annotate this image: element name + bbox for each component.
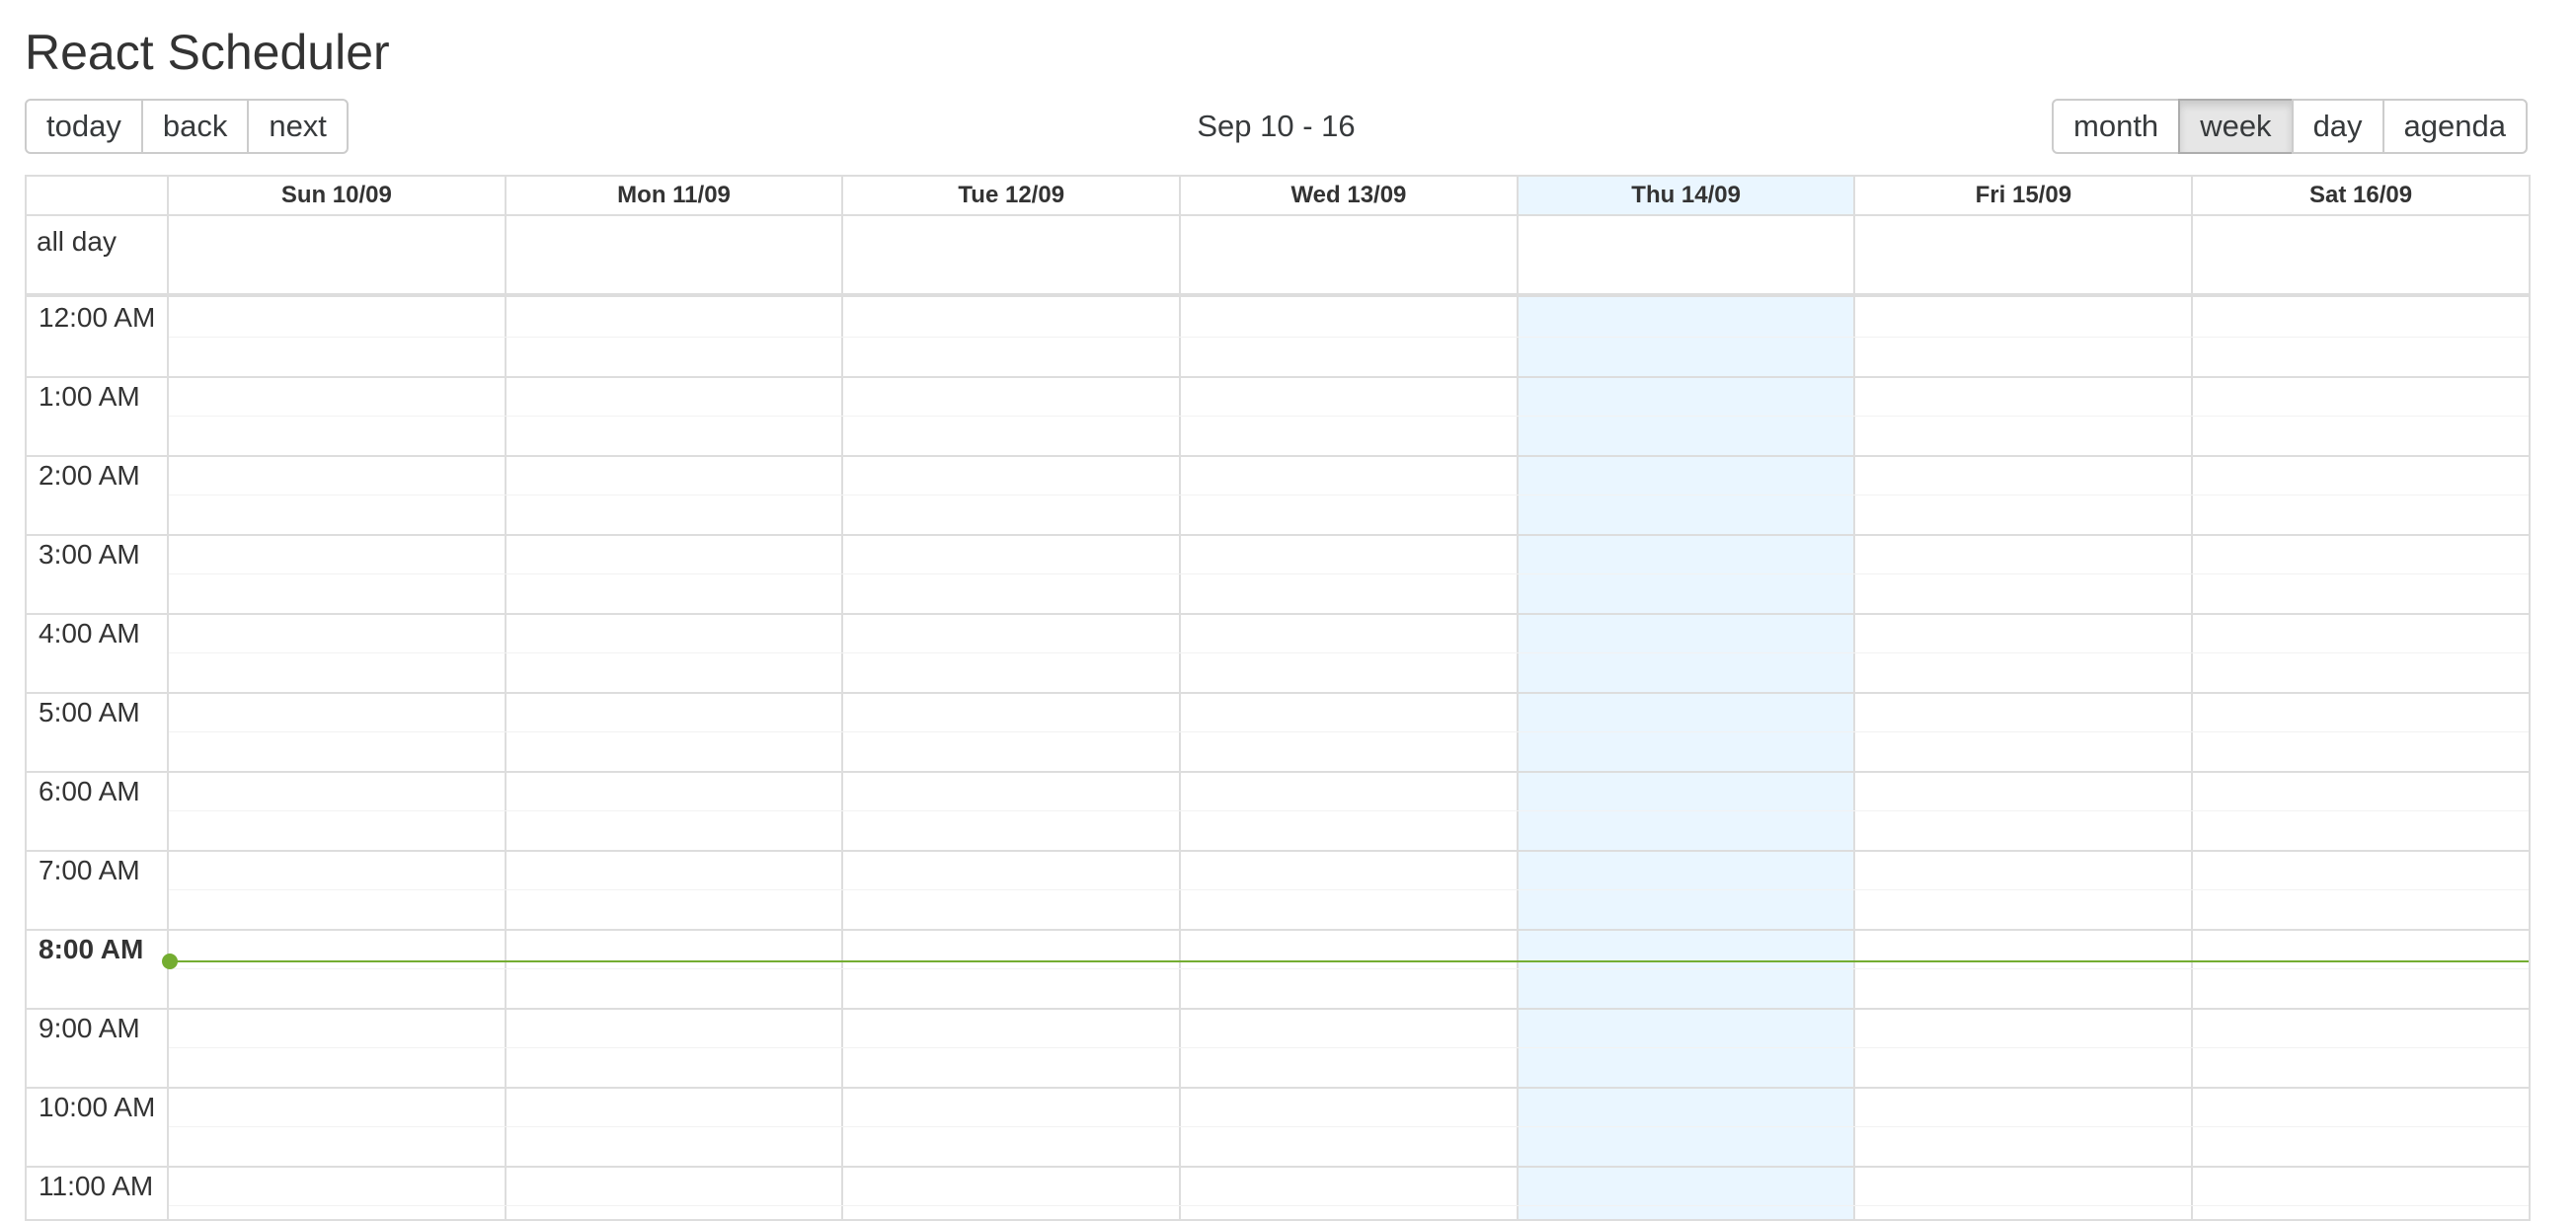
all-day-cell[interactable] (1181, 216, 1519, 293)
time-gutter (27, 297, 169, 1219)
all-day-gutter: all day (27, 216, 169, 293)
half-hour-divider (169, 337, 2529, 338)
day-header-row: Sun 10/09 Mon 11/09 Tue 12/09 Wed 13/09 Thu … (27, 177, 2529, 216)
month-view-button[interactable]: month (2052, 99, 2181, 154)
day-header[interactable]: Sun 10/09 (169, 177, 507, 214)
time-slot-label: 7:00 AM (39, 855, 140, 885)
all-day-cell[interactable] (843, 216, 1182, 293)
page-title: React Scheduler (25, 25, 390, 80)
hour-divider (27, 613, 2529, 615)
all-day-cell[interactable] (1856, 216, 2194, 293)
day-header[interactable]: Fri 15/09 (1856, 177, 2194, 214)
today-button[interactable]: today (25, 99, 143, 154)
time-slot-label: 6:00 AM (39, 776, 140, 806)
day-header[interactable]: Tue 12/09 (843, 177, 1182, 214)
day-header[interactable]: Sat 16/09 (2193, 177, 2529, 214)
hour-divider (27, 1087, 2529, 1089)
hour-divider (27, 1166, 2529, 1168)
time-slot-label: 4:00 AM (39, 618, 140, 649)
time-slot-label: 12:00 AM (39, 302, 156, 333)
navigation-button-group: today back next (25, 99, 349, 154)
today-day-column[interactable] (1518, 297, 1856, 1219)
time-slot-label: 3:00 AM (39, 539, 140, 570)
day-view-button[interactable]: day (2291, 99, 2384, 154)
week-view-button[interactable]: week (2178, 99, 2294, 154)
hour-divider (27, 692, 2529, 694)
hour-divider (27, 455, 2529, 457)
time-slot-label: 1:00 AM (39, 381, 140, 412)
current-time-dot (162, 954, 178, 969)
half-hour-divider (169, 1047, 2529, 1048)
time-slot-label: 5:00 AM (39, 697, 140, 727)
half-hour-divider (169, 1126, 2529, 1127)
view-button-group: month week day agenda (2052, 99, 2528, 154)
time-slot-label: 8:00 AM (39, 934, 144, 964)
all-day-cell[interactable] (1519, 216, 1856, 293)
week-calendar-grid: Sun 10/09 Mon 11/09 Tue 12/09 Wed 13/09 Thu … (25, 175, 2531, 1221)
half-hour-divider (169, 968, 2529, 969)
hour-divider (27, 929, 2529, 931)
day-column[interactable] (1856, 297, 2194, 1219)
time-slot-label: 2:00 AM (39, 460, 140, 491)
half-hour-divider (169, 495, 2529, 496)
time-slot-label: 9:00 AM (39, 1013, 140, 1043)
day-header[interactable]: Wed 13/09 (1181, 177, 1519, 214)
agenda-view-button[interactable]: agenda (2381, 99, 2528, 154)
hour-divider (27, 771, 2529, 773)
day-column[interactable] (507, 297, 844, 1219)
day-column[interactable] (2193, 297, 2529, 1219)
hour-divider (27, 376, 2529, 378)
half-hour-divider (169, 889, 2529, 890)
calendar-toolbar: today back next Sep 10 - 16 month week d… (25, 99, 2528, 154)
next-button[interactable]: next (247, 99, 349, 154)
all-day-row: all day (27, 216, 2529, 297)
half-hour-divider (169, 652, 2529, 653)
half-hour-divider (169, 1205, 2529, 1206)
hour-divider (27, 534, 2529, 536)
day-column[interactable] (1181, 297, 1519, 1219)
half-hour-divider (169, 810, 2529, 811)
time-slot-label: 11:00 AM (39, 1171, 154, 1201)
half-hour-divider (169, 731, 2529, 732)
time-grid: 12:00 AM 1:00 AM 2:00 AM 3:00 AM 4:00 AM 5:00… (27, 297, 2529, 1219)
all-day-label: all day (37, 226, 117, 257)
back-button[interactable]: back (140, 99, 250, 154)
hour-divider (27, 850, 2529, 852)
time-gutter-header (27, 177, 169, 214)
current-time-indicator (169, 960, 2529, 962)
all-day-cell[interactable] (507, 216, 844, 293)
all-day-cell[interactable] (169, 216, 507, 293)
day-header[interactable]: Mon 11/09 (507, 177, 844, 214)
half-hour-divider (169, 573, 2529, 574)
day-column[interactable] (169, 297, 507, 1219)
hour-divider (27, 1008, 2529, 1010)
half-hour-divider (169, 416, 2529, 417)
time-slot-label: 10:00 AM (39, 1092, 156, 1122)
all-day-cell[interactable] (2193, 216, 2529, 293)
day-column[interactable] (843, 297, 1182, 1219)
day-header[interactable]: Thu 14/09 (1518, 177, 1856, 214)
